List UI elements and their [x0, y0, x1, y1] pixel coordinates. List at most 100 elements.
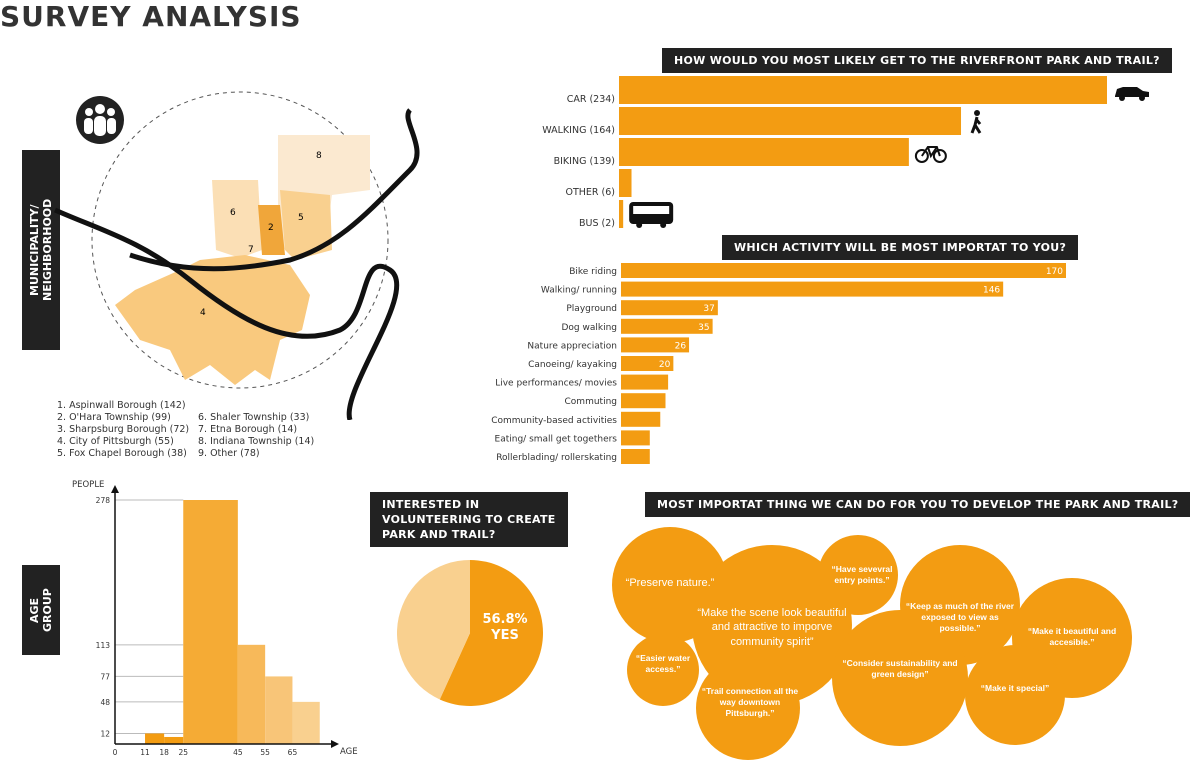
pie-yes: YES [490, 628, 519, 643]
bubble-quote: “Make it beautiful and accesible.” [1027, 626, 1117, 648]
activity-value: 26 [675, 341, 687, 351]
activity-bar [621, 449, 650, 464]
page-title: SURVEY ANALYSIS [0, 0, 302, 33]
transport-label: OTHER (6) [565, 187, 615, 198]
car-icon [1115, 87, 1149, 101]
y-axis-label: PEOPLE [72, 480, 104, 490]
transport-title: HOW WOULD YOU MOST LIKELY GET TO THE RIV… [662, 48, 1172, 73]
volunteer-title: INTERESTED IN VOLUNTEERING TO CREATE PAR… [370, 492, 568, 547]
bubble [696, 656, 800, 760]
activity-title: WHICH ACTIVITY WILL BE MOST IMPORTAT TO … [722, 235, 1079, 260]
age-histogram: 12 48 77 113 278 0 11 18 25 45 55 65 PEOPLE AGE [72, 480, 358, 757]
bubble [627, 634, 699, 706]
activity-bar [621, 356, 674, 371]
transport-label: WALKING (164) [542, 125, 615, 136]
region-6 [212, 180, 262, 258]
river [129, 108, 420, 272]
activity-value: 35 [698, 323, 709, 333]
pie-percent: 56.8% [482, 612, 527, 627]
bubble-quote: “Consider sustainability and green desig… [842, 658, 958, 680]
activity-label: Commuting [565, 397, 617, 407]
bubble-quote: “Have sevevral entry points.” [831, 564, 893, 586]
people-group-icon [76, 96, 124, 144]
legend-item: 6. Shaler Township (33) [198, 412, 310, 423]
activity-label: Nature appreciation [527, 341, 617, 351]
x-tick-label: 65 [288, 748, 298, 757]
x-axis-label: AGE [340, 747, 358, 757]
activity-bar [621, 374, 669, 390]
activity-value: 20 [659, 360, 671, 370]
legend-item: 8. Indiana Township (14) [198, 436, 315, 447]
pie-slice [439, 560, 544, 706]
transport-bar [619, 200, 624, 228]
activity-bar [621, 393, 666, 409]
municipality-map: 8 6 5 2 7 4 [53, 91, 420, 420]
y-tick-label: 48 [100, 698, 110, 707]
y-tick-label: 12 [100, 729, 110, 738]
x-tick-label: 45 [233, 748, 243, 757]
arrow-icon [331, 740, 339, 748]
legend-item: 9. Other (78) [198, 448, 260, 459]
activity-label: Eating/ small get togethers [495, 434, 618, 444]
activity-label: Dog walking [561, 323, 617, 333]
river [53, 207, 400, 420]
activity-label: Canoeing/ kayaking [528, 360, 617, 370]
bubble-quote: “Make the scene look beautiful and attra… [697, 607, 847, 648]
bubble-quote: “Trail connection all the way downtown P… [701, 686, 799, 719]
bubble-quote: “Make it special” [980, 683, 1050, 693]
age-bar [237, 644, 266, 744]
region-label: 4 [200, 308, 206, 318]
activity-bar [621, 281, 1004, 297]
activity-bar [621, 318, 713, 334]
bubble-quote: “Easier water access.” [635, 653, 691, 675]
activity-label: Live performances/ movies [495, 379, 617, 389]
bubbles-title: MOST IMPORTAT THING WE CAN DO FOR YOU TO… [645, 492, 1191, 517]
age-bar [292, 701, 320, 744]
transport-bar [619, 76, 1107, 104]
volunteer-pie: 56.8%YES [397, 560, 544, 706]
x-tick-label: 55 [260, 748, 270, 757]
transport-bar [619, 169, 632, 197]
bicycle-icon [914, 146, 947, 163]
activity-bar [621, 263, 1066, 278]
transport-label: BUS (2) [579, 218, 615, 229]
region-4 [115, 255, 310, 385]
activity-bar [621, 300, 718, 316]
map-legend-col1: 1. Aspinwall Borough (142) 2. O'Hara Tow… [57, 400, 189, 460]
activity-chart: Bike riding 170 Walking/ running 146 Playgro… [491, 263, 1066, 464]
pedestrian-icon [970, 110, 982, 134]
bubble-quote: “Preserve nature.” [625, 577, 715, 589]
region-2 [258, 205, 285, 255]
arrow-icon [111, 485, 119, 493]
activity-bar [621, 411, 661, 427]
y-tick-label: 278 [96, 496, 111, 505]
activity-label: Bike riding [569, 267, 617, 277]
region-label: 7 [248, 245, 254, 255]
activity-label: Playground [566, 304, 617, 314]
transport-label: BIKING (139) [554, 156, 615, 167]
y-tick-label: 77 [100, 672, 110, 681]
x-tick-label: 25 [178, 748, 188, 757]
x-tick-label: 11 [140, 748, 150, 757]
activity-bar [621, 337, 690, 353]
bubble [832, 610, 968, 746]
legend-item: 3. Sharpsburg Borough (72) [57, 424, 190, 435]
region-5 [280, 190, 332, 260]
activity-label: Community-based activities [491, 416, 617, 426]
age-bar [145, 733, 165, 744]
age-bar [164, 736, 184, 744]
pie-slice [397, 560, 470, 700]
radius-circle [91, 91, 389, 389]
region-label: 5 [298, 213, 304, 223]
region-label: 6 [230, 208, 236, 218]
age-group-label: AGE GROUP [22, 565, 60, 655]
legend-item: 1. Aspinwall Borough (142) [57, 400, 186, 411]
legend-item: 2. O'Hara Township (99) [57, 412, 171, 423]
x-tick-label: 0 [113, 748, 118, 757]
activity-value: 146 [983, 286, 1000, 296]
transport-chart: CAR (234) WALKING (164) BIKING (139) OTHER … [542, 76, 1149, 229]
region-label: 2 [268, 223, 274, 233]
x-tick-label: 18 [159, 748, 169, 757]
transport-label: CAR (234) [567, 94, 615, 105]
bus-icon [629, 202, 674, 228]
